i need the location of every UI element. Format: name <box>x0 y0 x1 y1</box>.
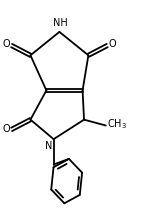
Text: N: N <box>45 141 52 151</box>
Text: O: O <box>109 39 116 49</box>
Text: CH$_3$: CH$_3$ <box>107 118 127 131</box>
Text: O: O <box>2 39 10 49</box>
Text: O: O <box>2 124 10 134</box>
Text: NH: NH <box>54 18 68 28</box>
